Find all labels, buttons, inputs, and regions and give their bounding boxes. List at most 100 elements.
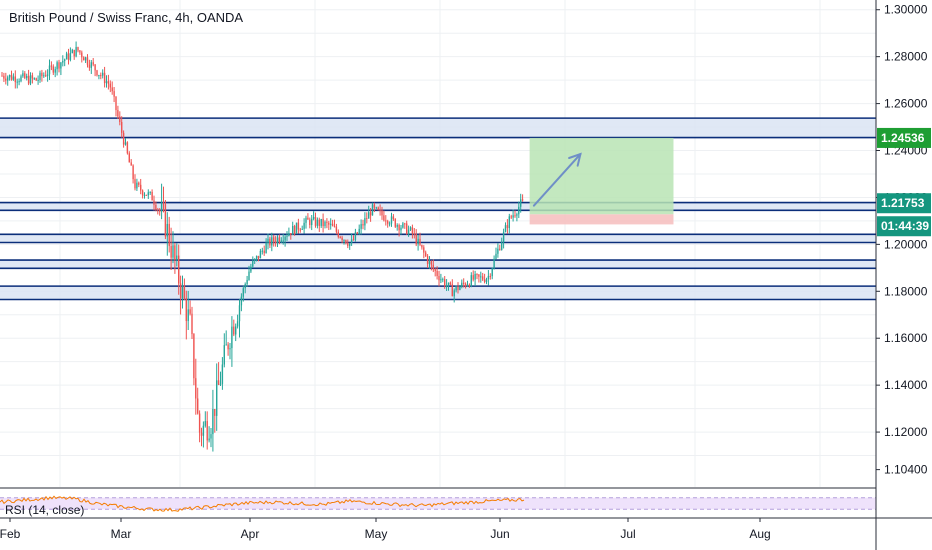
y-tick-label: 1.20000 [884,237,928,251]
candle-body [145,194,148,196]
candle-body [387,221,389,224]
candle-body [155,204,157,210]
candle-body [497,248,499,254]
candle-body [335,226,338,232]
candle-body [128,153,130,163]
candle-body [451,284,453,297]
candle-body [130,162,132,166]
candle-body [434,269,436,271]
candle-body [406,223,408,235]
candle-body [482,276,484,280]
stop-zone[interactable] [529,214,674,225]
candle-body [58,62,60,69]
candle-body [299,229,301,231]
candle-body [67,53,70,60]
candle-body [320,218,322,226]
y-tick-label: 1.18000 [884,284,928,298]
candle-body [263,250,265,254]
candle-body [45,75,47,77]
candle-body [516,214,518,216]
candle-body [347,243,349,246]
x-tick-label: Mar [111,527,132,541]
candle-body [244,284,246,289]
candle-body [514,215,516,217]
candle-body [200,432,203,436]
target-price-tag-bg [877,127,931,148]
candle-body [22,73,24,77]
candle-body [225,344,227,346]
candle-body [453,290,455,297]
candle-body [358,228,360,234]
candle-body [436,270,438,276]
candle-body [259,250,262,259]
candle-body [502,231,505,243]
target-zone[interactable] [529,137,674,215]
long-position-tool[interactable] [529,137,674,225]
candle-body [322,218,324,227]
candle-body [368,212,370,219]
candle-body [483,279,486,282]
candle-body [495,253,497,259]
candle-body [240,296,243,306]
candle-body [459,286,461,290]
last-price-tag-text: 1.21753 [881,196,925,210]
candle-body [449,282,452,285]
candle-body [69,53,72,60]
candle-body [468,284,471,287]
candle-body [164,204,167,237]
candle-body [371,204,374,216]
candle-body [54,69,56,73]
arrow-head[interactable] [568,152,582,167]
candle-body [109,83,111,88]
candle-body [356,232,358,234]
candle-body [512,215,514,218]
candle-body [229,348,231,350]
candle-body [364,218,366,226]
candle-body [119,116,121,123]
countdown-tag-bg [877,216,931,237]
candle-body [461,282,463,287]
candle-body [20,76,22,82]
candle-body [60,62,62,69]
candle-body [56,62,58,70]
price-tags: 1.24536 1.21753 01:44:39 [877,127,931,237]
projection-arrow[interactable] [532,152,582,207]
candle-body [122,132,125,145]
zone-band [0,234,876,243]
candle-body [421,244,423,248]
candle-body [318,219,320,226]
arrow-shaft[interactable] [532,153,582,207]
candle-body [197,398,199,414]
candle-body [43,75,45,77]
candle-body [510,216,512,218]
candle-body [153,200,155,205]
candle-body [138,182,140,185]
candle-body [64,59,66,61]
candle-body [246,279,248,285]
candle-body [301,228,303,230]
y-tick-label: 1.12000 [884,425,928,439]
candle-body [178,255,180,284]
candle-body [303,222,305,229]
candle-body [293,226,296,234]
candle-body [352,239,355,241]
candle-body [202,425,205,436]
candle-body [81,52,83,58]
candle-body [41,72,43,77]
candle-body [447,282,450,286]
candle-body [324,221,326,227]
candle-body [39,72,41,80]
candle-body [151,191,153,201]
candle-body [311,218,313,226]
candle-body [7,77,9,81]
candle-body [147,192,149,196]
candle-body [1,75,3,77]
y-tick-label: 1.10400 [884,463,928,477]
candle-body [307,217,309,220]
candle-body [3,75,5,79]
candle-body [426,256,429,264]
candle-body [221,364,224,384]
candle-body [470,275,472,287]
candle-body [24,73,26,79]
